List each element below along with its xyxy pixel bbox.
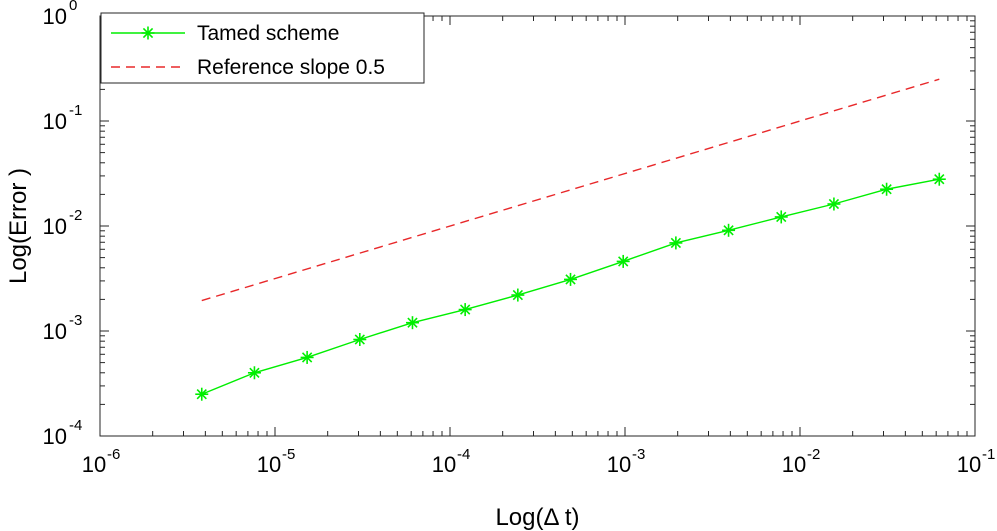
data-point (300, 350, 314, 364)
y-tick-exponent: -1 (69, 102, 82, 119)
x-tick-label: 10 (782, 452, 806, 477)
x-tick-label: 10 (82, 452, 106, 477)
x-tick-label: 10 (957, 452, 981, 477)
x-axis-label: Log(Δ t) (495, 504, 579, 531)
legend-marker (141, 26, 155, 40)
x-tick-exponent: -2 (807, 446, 820, 463)
x-tick-exponent: -1 (982, 446, 995, 463)
data-point (827, 197, 841, 211)
x-tick-exponent: -5 (282, 446, 295, 463)
y-tick-exponent: -2 (69, 207, 82, 224)
y-tick-exponent: -3 (69, 312, 82, 329)
legend-label: Reference slope 0.5 (197, 56, 385, 79)
legend-label: Tamed scheme (197, 22, 339, 45)
x-tick-exponent: -6 (107, 446, 120, 463)
y-tick-label: 10 (43, 319, 67, 344)
data-point (616, 254, 630, 268)
legend: Tamed scheme Reference slope 0.5 (100, 12, 425, 84)
axes-box (99, 15, 976, 437)
legend-entry: Reference slope 0.5 (111, 56, 385, 79)
y-tick-exponent: 0 (69, 0, 77, 14)
data-point (932, 172, 946, 186)
y-tick-label: 10 (43, 424, 67, 449)
data-point (722, 223, 736, 237)
data-point (458, 303, 472, 317)
data-point (247, 366, 261, 380)
y-axis-label: Log(Error ) (5, 168, 32, 284)
legend-entry: Tamed scheme (111, 22, 339, 45)
data-point (564, 272, 578, 286)
plot-area (195, 78, 946, 401)
data-point (774, 210, 788, 224)
x-tick-exponent: -4 (457, 446, 470, 463)
data-point (511, 288, 525, 302)
x-tick-label: 10 (607, 452, 631, 477)
y-tick-label: 10 (43, 214, 67, 239)
y-tick-label: 10 (43, 109, 67, 134)
x-tick-label: 10 (257, 452, 281, 477)
data-point (353, 332, 367, 346)
data-point (880, 182, 894, 196)
y-tick-label: 10 (43, 4, 67, 29)
data-point (405, 316, 419, 330)
x-tick-exponent: -3 (632, 446, 645, 463)
x-tick-label: 10 (432, 452, 456, 477)
legend-box (100, 12, 425, 84)
series-line (201, 78, 940, 302)
y-tick-exponent: -4 (69, 417, 82, 434)
data-point (669, 236, 683, 250)
data-point (195, 387, 209, 401)
